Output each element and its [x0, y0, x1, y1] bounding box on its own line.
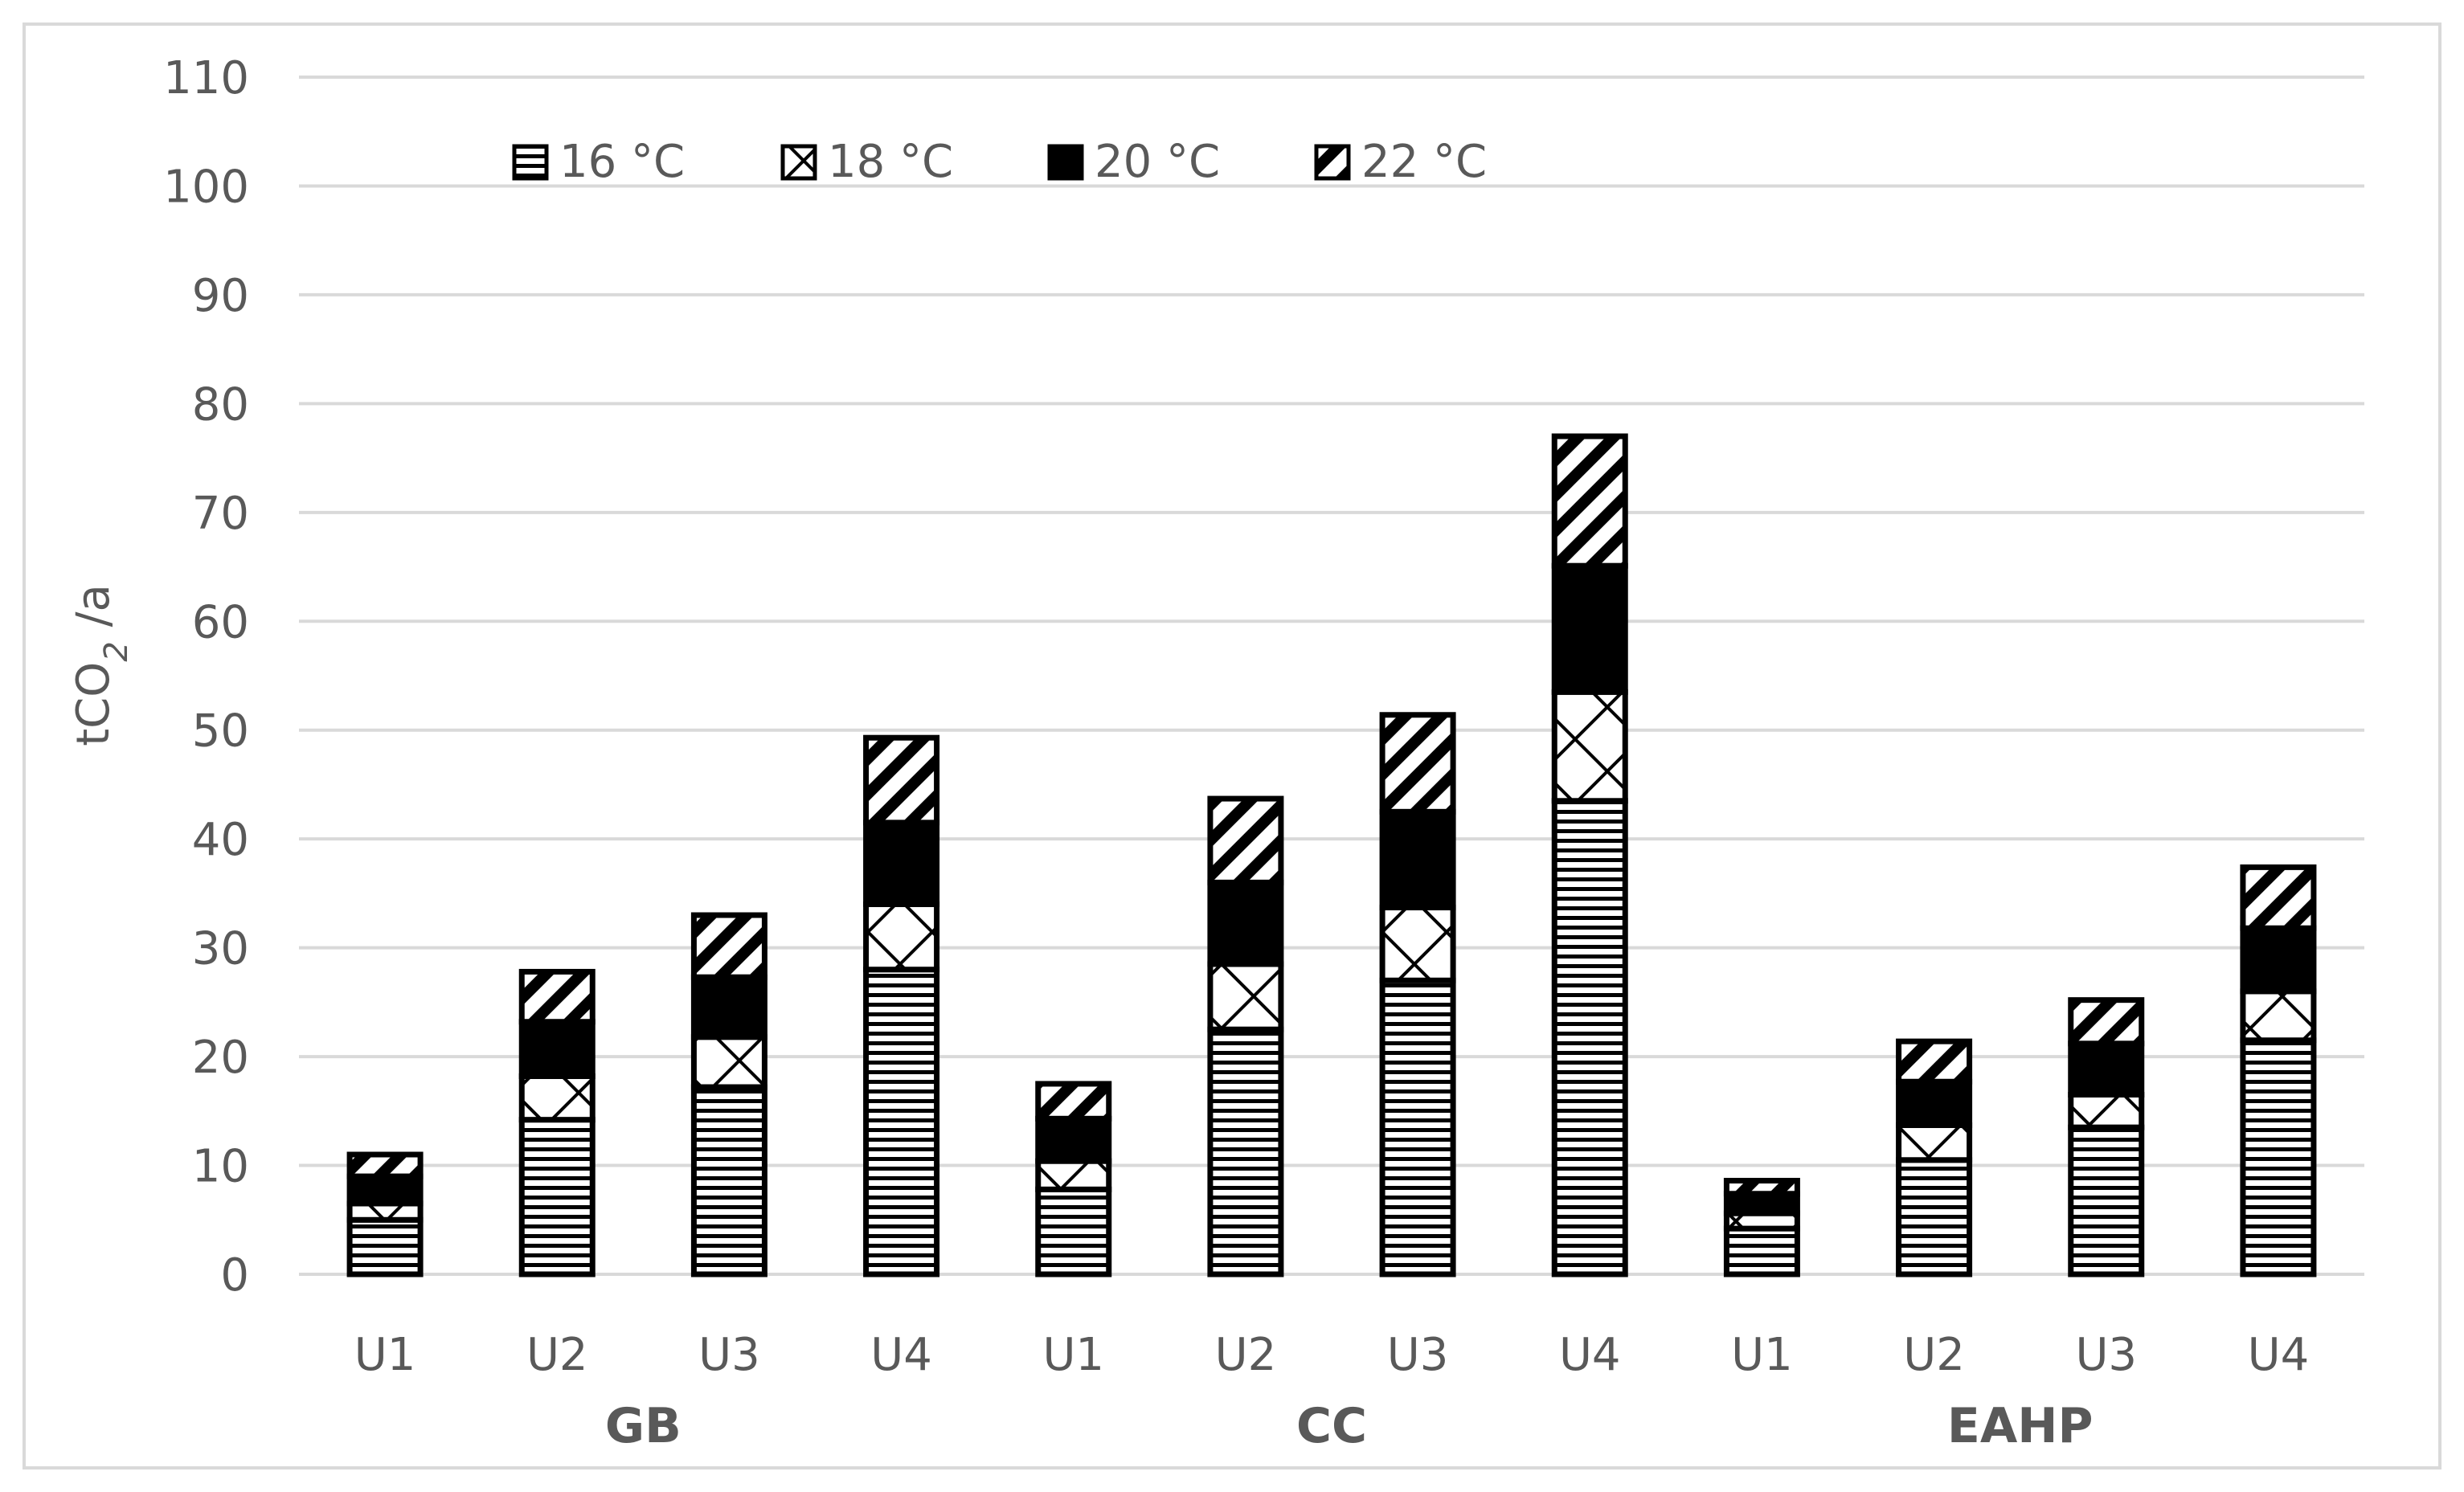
y-axis-ticks: 0 10 20 30 40 50 60 70 80 90 100 110 [163, 52, 249, 1302]
legend-label: 16 °C [559, 136, 685, 188]
bar-segment-4 [346, 1151, 424, 1179]
y-tick-label: 0 [220, 1249, 249, 1302]
y-tick-label: 50 [192, 705, 249, 758]
bar-segment-4 [518, 968, 596, 1025]
legend: 16 °C 18 °C 20 °C 22 °C [512, 136, 1487, 188]
x-tick-label: U4 [1559, 1329, 1621, 1381]
bar-segment-1 [690, 1084, 767, 1277]
bars [346, 433, 2317, 1277]
bar-segment-3 [690, 974, 767, 1040]
bar-segment-2 [863, 901, 940, 973]
bar-segment-2 [1896, 1122, 1973, 1163]
bar-segment-3 [1551, 562, 1628, 695]
x-tick-label: U4 [2248, 1329, 2310, 1381]
bar-segment-3 [1896, 1078, 1973, 1128]
x-axis-ticks: U1 U2 U3 U4 U1 U2 U3 U4 U1 U2 U3 U4 [354, 1329, 2309, 1381]
x-tick-label: U1 [354, 1329, 416, 1381]
bar-segment-3 [1207, 879, 1284, 967]
bar-segment-4 [690, 912, 767, 980]
bar-segment-2 [1551, 689, 1628, 804]
legend-label: 20 °C [1095, 136, 1220, 188]
bar-segment-1 [2068, 1124, 2145, 1277]
bar-segment-1 [863, 967, 940, 1277]
gridlines [299, 76, 2364, 1276]
bar-segment-2 [518, 1073, 596, 1123]
y-tick-label: 70 [192, 488, 249, 540]
bar-segment-2 [690, 1034, 767, 1090]
bar-segment-3 [346, 1173, 424, 1207]
x-tick-label: U2 [526, 1329, 588, 1381]
x-tick-label: U2 [1215, 1329, 1277, 1381]
bar-segment-1 [346, 1216, 424, 1277]
x-tick-label: U1 [1042, 1329, 1104, 1381]
bar-segment-2 [2240, 988, 2317, 1044]
bar-segment-3 [1723, 1191, 1800, 1216]
bar-segment-2 [1035, 1158, 1112, 1192]
bar-segment-4 [1723, 1178, 1800, 1197]
y-tick-label: 60 [192, 596, 249, 648]
legend-swatch [512, 144, 549, 181]
y-tick-label: 10 [192, 1141, 249, 1193]
bar-segment-4 [863, 734, 940, 826]
bar-segment-3 [1035, 1115, 1112, 1164]
x-tick-label: U3 [1387, 1329, 1449, 1381]
x-tick-label: U3 [698, 1329, 760, 1381]
bar-segment-1 [1207, 1026, 1284, 1277]
legend-swatch [780, 144, 817, 181]
bar-segment-3 [2068, 1040, 2145, 1098]
y-tick-label: 40 [192, 814, 249, 866]
x-group-label: CC [1296, 1398, 1367, 1454]
bar-segment-1 [2240, 1037, 2317, 1277]
bar-segment-1 [518, 1117, 596, 1277]
x-tick-label: U1 [1731, 1329, 1793, 1381]
bar-segment-3 [863, 820, 940, 907]
bar-segment-2 [1379, 905, 1456, 983]
x-axis-groups: GB CC EAHP [605, 1398, 2094, 1454]
x-tick-label: U2 [1903, 1329, 1965, 1381]
legend-swatch [1314, 144, 1351, 181]
bar-segment-3 [518, 1019, 596, 1079]
bar-segment-4 [1207, 795, 1284, 885]
bar-segment-1 [1551, 798, 1628, 1277]
bar-segment-3 [2240, 925, 2317, 995]
y-axis-label: tCO2 /a [68, 584, 135, 746]
x-group-label: EAHP [1947, 1398, 2094, 1454]
bar-segment-3 [1379, 808, 1456, 911]
bar-segment-4 [2240, 864, 2317, 931]
bar-segment-1 [1723, 1225, 1800, 1277]
y-tick-label: 100 [163, 161, 249, 213]
y-tick-label: 30 [192, 923, 249, 975]
y-tick-label: 20 [192, 1032, 249, 1084]
bar-segment-4 [1896, 1038, 1973, 1085]
y-tick-label: 110 [163, 52, 249, 104]
y-tick-label: 90 [192, 270, 249, 322]
x-tick-label: U3 [2075, 1329, 2137, 1381]
bar-segment-4 [1035, 1081, 1112, 1122]
legend-label: 18 °C [828, 136, 953, 188]
bar-segment-4 [1551, 433, 1628, 569]
bar-segment-1 [1379, 977, 1456, 1277]
x-tick-label: U4 [870, 1329, 932, 1381]
legend-label: 22 °C [1361, 136, 1487, 188]
bar-segment-1 [1896, 1157, 1973, 1277]
bar-segment-4 [1379, 712, 1456, 815]
bar-segment-2 [1207, 961, 1284, 1032]
legend-swatch [1047, 144, 1084, 181]
x-group-label: GB [605, 1398, 681, 1454]
bar-segment-1 [1035, 1186, 1112, 1277]
bar-segment-2 [2068, 1092, 2145, 1130]
y-tick-label: 80 [192, 378, 249, 431]
bar-segment-4 [2068, 997, 2145, 1047]
